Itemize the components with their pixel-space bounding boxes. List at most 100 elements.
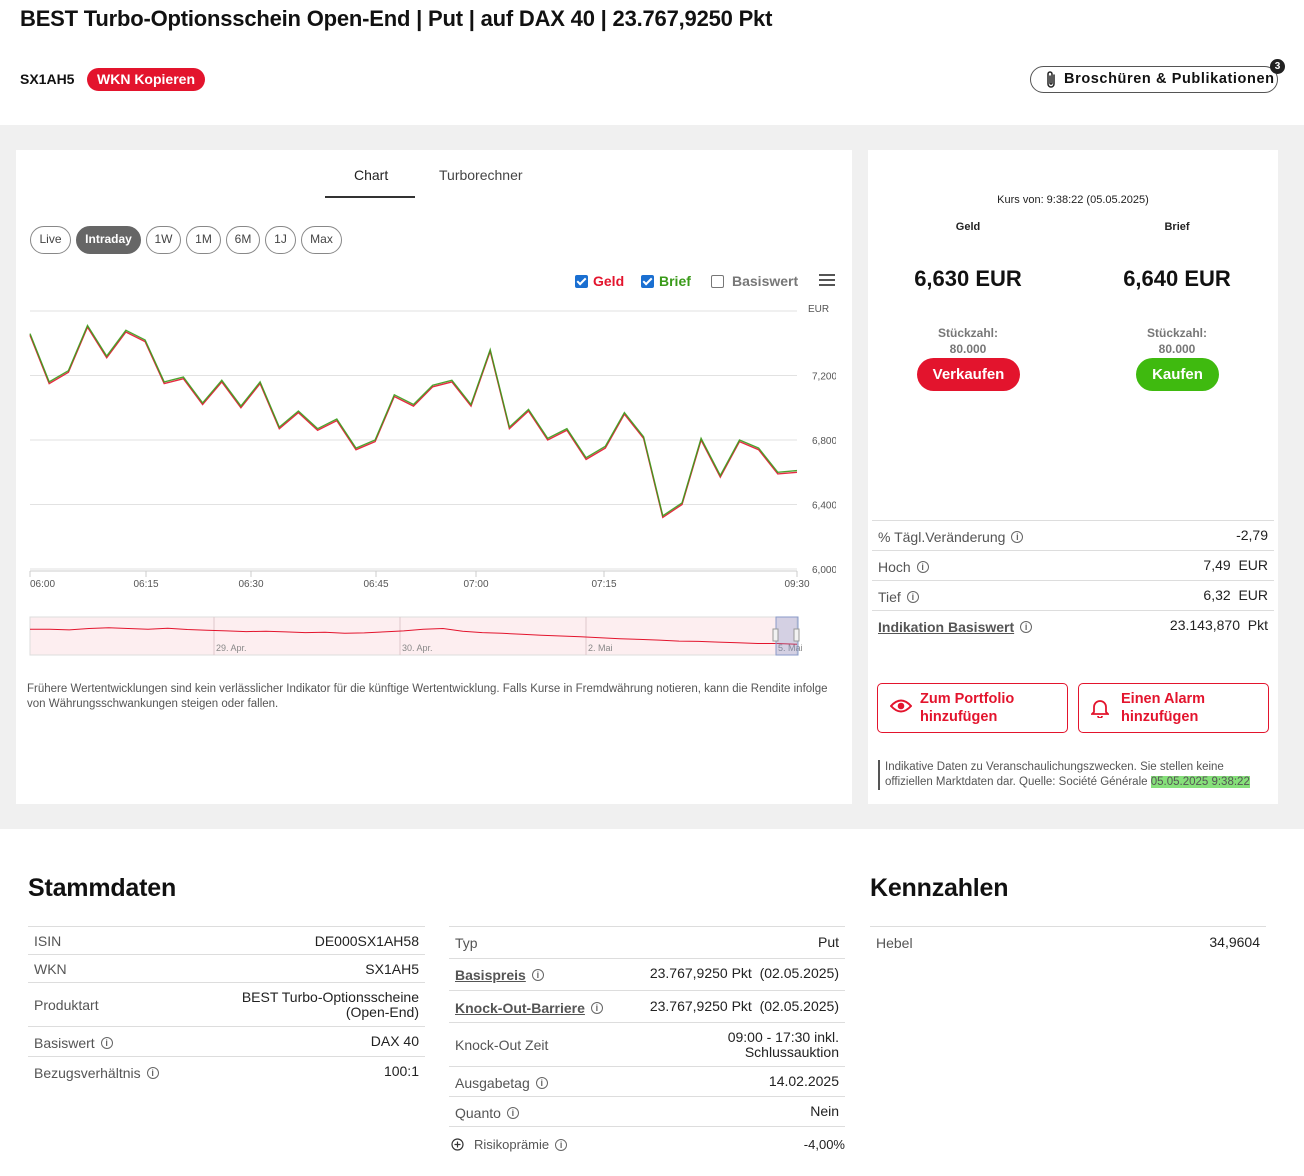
sell-button[interactable]: Verkaufen <box>917 358 1020 391</box>
wkn-label: SX1AH5 <box>20 71 75 87</box>
y-tick-label: 6,000 <box>812 565 836 576</box>
range-1w-button[interactable]: 1W <box>146 226 181 254</box>
row-label: Bezugsverhältnis <box>34 1065 141 1081</box>
stat-value: 7,49 <box>1203 557 1231 573</box>
row-value: Put <box>817 934 839 950</box>
row-value: Nein <box>810 1103 839 1119</box>
info-icon[interactable]: i <box>531 969 544 981</box>
tab-turborechner[interactable]: Turborechner <box>439 167 523 183</box>
knock-out-barriere-link[interactable]: Knock-Out-Barriere <box>455 1000 585 1016</box>
page-title: BEST Turbo-Optionsschein Open-End | Put … <box>20 6 773 31</box>
y-tick-label: 6,800 <box>812 436 836 447</box>
row-label: Basiswert <box>34 1035 95 1051</box>
expand-icon[interactable] <box>451 1138 464 1151</box>
stammdaten-row-knock-out-zeit: Knock-Out Zeit 09:00 - 17:30 inkl. Schlu… <box>449 1022 845 1066</box>
stammdaten-row-typ: Typ Put <box>449 926 845 958</box>
quote-timestamp: Kurs von: 9:38:22 (05.05.2025) <box>997 194 1149 206</box>
legend-geld[interactable]: Geld <box>575 273 624 289</box>
stat-row-high: Hoch i 7,49 EUR <box>872 550 1274 580</box>
navigator-label: 5. Mai <box>778 643 803 653</box>
row-label: Risikoprämie <box>474 1137 550 1152</box>
eye-icon <box>890 699 912 713</box>
note-timestamp: 05.05.2025 9:38:22 <box>1150 776 1250 788</box>
stammdaten-row-wkn: WKN SX1AH5 <box>28 954 425 982</box>
navigator-background <box>29 616 798 656</box>
chart-menu-icon[interactable] <box>819 274 835 288</box>
stat-row-underlying: Indikation Basiswert i 23.143,870 Pkt <box>872 610 1274 640</box>
active-tab-indicator <box>325 196 415 198</box>
add-alarm-button[interactable]: Einen Alarm hinzufügen <box>1078 683 1269 733</box>
stammdaten-row-basispreis: Basispreis i 23.767,9250 Pkt (02.05.2025) <box>449 958 845 990</box>
row-label: ISIN <box>34 933 62 949</box>
navigator-handle-right <box>793 628 800 642</box>
underlying-indication-link[interactable]: Indikation Basiswert <box>878 619 1015 635</box>
info-icon[interactable]: i <box>590 1002 603 1014</box>
stammdaten-row-risikopraemie[interactable]: Risikoprämie i -4,00% <box>449 1126 845 1156</box>
stat-label: % Tägl.Veränderung <box>878 529 1006 545</box>
info-icon[interactable]: i <box>506 1107 519 1119</box>
stammdaten-row-quanto: Quanto i Nein <box>449 1096 845 1126</box>
info-icon[interactable]: i <box>1011 531 1024 543</box>
y-tick-label: 7,200 <box>812 372 836 383</box>
range-1m-button[interactable]: 1M <box>186 226 221 254</box>
basispreis-link[interactable]: Basispreis <box>455 967 526 983</box>
range-max-button[interactable]: Max <box>301 226 342 254</box>
bell-icon <box>1091 700 1109 718</box>
info-icon[interactable]: i <box>1020 621 1033 633</box>
basiswert-checkbox[interactable] <box>711 274 724 288</box>
stammdaten-title: Stammdaten <box>28 874 177 902</box>
info-icon[interactable]: i <box>906 591 919 603</box>
add-to-portfolio-label: Zum Portfolio hinzufügen <box>920 691 1015 725</box>
copy-wkn-button[interactable]: WKN Kopieren <box>87 68 205 91</box>
stat-label: Hoch <box>878 559 911 575</box>
info-icon[interactable]: i <box>100 1037 113 1049</box>
chart-card <box>16 150 852 804</box>
range-live-button[interactable]: Live <box>30 226 71 254</box>
y-tick-label: 6,400 <box>812 501 836 512</box>
legend-basiswert[interactable]: Basiswert <box>711 273 798 289</box>
publications-button[interactable]: Broschüren & Publikationen <box>1030 66 1278 93</box>
navigator-label: 29. Apr. <box>216 643 247 653</box>
stat-label: Tief <box>878 589 901 605</box>
stammdaten-row-ausgabetag: Ausgabetag i 14.02.2025 <box>449 1066 845 1096</box>
info-icon[interactable]: i <box>535 1077 548 1089</box>
row-label: WKN <box>34 961 67 977</box>
geld-label: Geld <box>955 221 981 233</box>
note-text: Indikative Daten zu Veranschaulichungszw… <box>885 761 1224 788</box>
row-label: Produktart <box>34 997 99 1013</box>
x-tick-label: 06:30 <box>238 579 263 590</box>
x-tick-label: 06:45 <box>363 579 388 590</box>
performance-disclaimer: Frühere Wertentwicklungen sind kein verl… <box>27 683 828 710</box>
legend-brief[interactable]: Brief <box>641 273 691 289</box>
publications-label: Broschüren & Publikationen <box>1064 71 1275 87</box>
x-tick-label: 07:15 <box>591 579 616 590</box>
row-label: Ausgabetag <box>455 1075 530 1091</box>
series-line-brief <box>29 323 798 517</box>
stammdaten-row-isin: ISIN DE000SX1AH58 <box>28 926 425 954</box>
row-value: -4,00% <box>803 1137 845 1152</box>
row-value: BEST Turbo-Optionsscheine (Open-End) <box>241 989 419 1020</box>
buy-button[interactable]: Kaufen <box>1136 358 1219 391</box>
tab-chart[interactable]: Chart <box>354 167 389 183</box>
stat-unit: EUR <box>1238 587 1268 603</box>
add-to-portfolio-button[interactable]: Zum Portfolio hinzufügen <box>877 683 1068 733</box>
info-icon[interactable]: i <box>916 561 929 573</box>
info-icon[interactable]: i <box>555 1138 568 1151</box>
legend-brief-label: Brief <box>659 273 691 289</box>
price-chart[interactable]: EUR 6,000 6,400 6,800 7,200 06:00 06:15 06:30 06… <box>16 295 836 665</box>
geld-checkbox[interactable] <box>575 274 588 288</box>
brief-checkbox[interactable] <box>641 274 654 288</box>
range-1j-button[interactable]: 1J <box>265 226 296 254</box>
stammdaten-row-bezugsverhaeltnis: Bezugsverhältnis i 100:1 <box>28 1056 425 1086</box>
x-tick-label: 06:00 <box>30 579 55 590</box>
info-icon[interactable]: i <box>146 1067 159 1079</box>
range-6m-button[interactable]: 6M <box>226 226 260 254</box>
kennzahlen-title: Kennzahlen <box>870 874 1009 902</box>
brief-price: 6,640 EUR <box>1123 266 1231 291</box>
row-value: 23.767,9250 Pkt (02.05.2025) <box>649 965 839 981</box>
stat-unit: Pkt <box>1247 617 1268 633</box>
x-tick-label: 09:30 <box>784 579 809 590</box>
stat-row-daily-change: % Tägl.Veränderung i -2,79 <box>872 520 1274 550</box>
range-intraday-button[interactable]: Intraday <box>76 226 141 254</box>
kennzahlen-row-hebel: Hebel 34,9604 <box>870 926 1266 956</box>
